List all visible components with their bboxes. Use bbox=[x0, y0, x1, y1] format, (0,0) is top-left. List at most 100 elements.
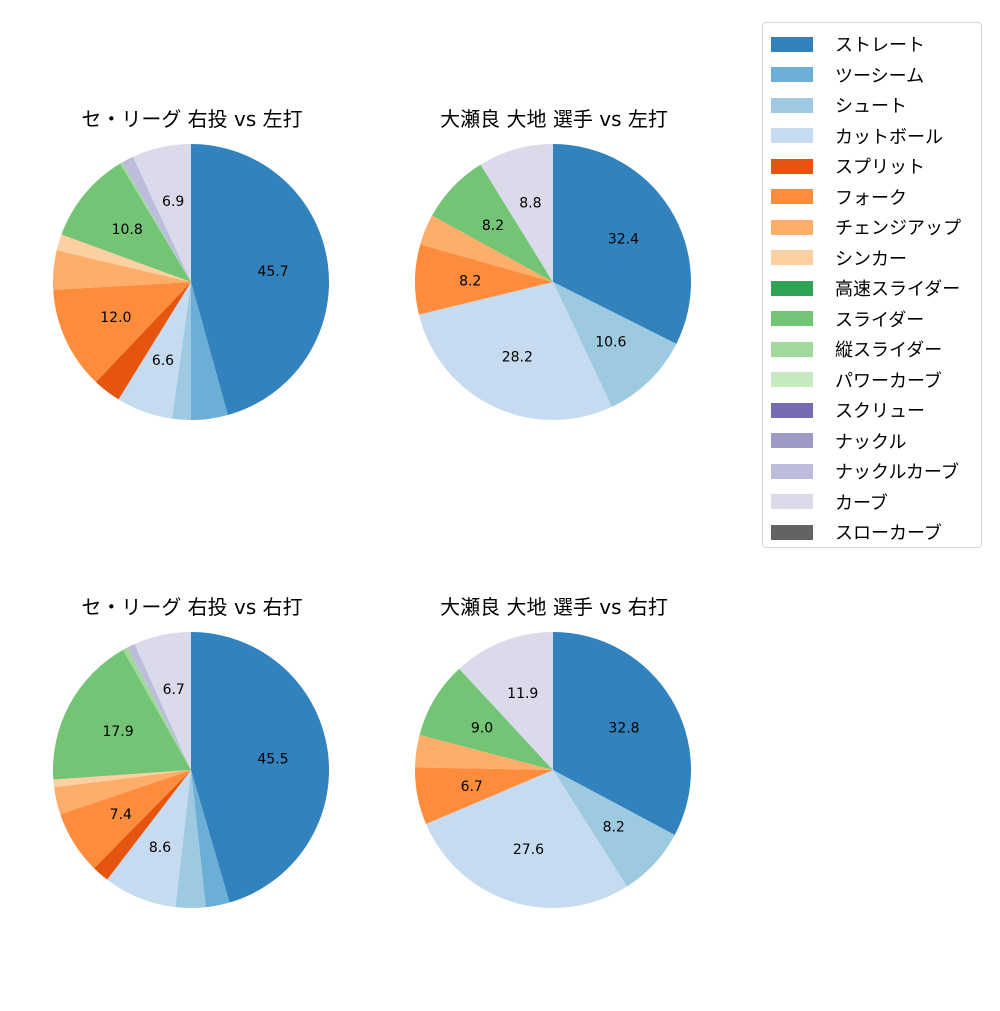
legend-item-slow-curve: スローカーブ bbox=[771, 520, 942, 544]
pie-chart: 32.4 10.6 28.2 8.2 8.2 8.8 bbox=[415, 144, 691, 420]
legend-swatch bbox=[771, 189, 813, 204]
legend-swatch bbox=[771, 158, 813, 174]
pie-slice bbox=[191, 632, 330, 903]
slice-value-label: 9.0 bbox=[471, 720, 493, 736]
pie-slice bbox=[134, 632, 191, 770]
pie-panel-league-vs-left: セ・リーグ 右投 vs 左打 45.7 6.6 12.0 10.8 6.9 bbox=[52, 103, 392, 523]
pie-slice bbox=[171, 282, 191, 420]
legend-item-changeup: チェンジアップ bbox=[771, 215, 961, 239]
legend-item-splitter: スプリット bbox=[771, 154, 925, 178]
legend-item-straight: ストレート bbox=[771, 32, 925, 56]
pie-slice bbox=[60, 770, 192, 869]
legend-swatch bbox=[771, 433, 813, 448]
panel-title: 大瀬良 大地 選手 vs 右打 bbox=[440, 595, 668, 619]
legend-swatch bbox=[771, 311, 813, 326]
pie-slice bbox=[191, 770, 230, 908]
pie-slice bbox=[191, 282, 228, 420]
pie-slice bbox=[107, 770, 191, 908]
pie-slice bbox=[53, 770, 192, 788]
slice-value-label: 8.8 bbox=[519, 195, 541, 211]
legend-swatch bbox=[771, 67, 813, 82]
pie-slice bbox=[118, 282, 191, 419]
pie-panel-player-vs-left: 大瀬良 大地 選手 vs 左打 32.4 10.6 28.2 8.2 8.2 8.8 bbox=[414, 103, 754, 523]
slice-value-label: 32.4 bbox=[608, 232, 639, 248]
legend-item-slider: スライダー bbox=[771, 307, 924, 331]
pie-slice bbox=[120, 162, 191, 282]
pie-slice bbox=[415, 734, 553, 770]
legend-item-knuckle-curve: ナックルカーブ bbox=[771, 459, 959, 483]
slice-value-label: 6.7 bbox=[461, 779, 483, 795]
pie-slice bbox=[415, 244, 553, 315]
legend-swatch bbox=[771, 128, 813, 143]
panel-title: セ・リーグ 右投 vs 左打 bbox=[81, 107, 303, 131]
pie-chart: 32.8 8.2 27.6 6.7 9.0 11.9 bbox=[415, 632, 691, 908]
pie-slice bbox=[56, 234, 192, 282]
pie-slice bbox=[53, 250, 191, 290]
legend-item-power-curve: パワーカーブ bbox=[771, 368, 942, 392]
pie-slice bbox=[53, 282, 192, 383]
legend-swatch bbox=[771, 372, 813, 387]
pie-slice bbox=[53, 649, 191, 780]
slice-value-label: 45.7 bbox=[257, 264, 288, 280]
pie-slice bbox=[432, 164, 553, 282]
pie-slice bbox=[553, 632, 691, 835]
pie-slice bbox=[123, 647, 191, 770]
pie-chart: 45.7 6.6 12.0 10.8 6.9 bbox=[53, 144, 329, 420]
pie-slice bbox=[54, 770, 192, 815]
legend-swatch bbox=[771, 463, 813, 479]
legend: ストレート ツーシーム シュート カットボール スプリット フォーク チェンジア… bbox=[762, 22, 982, 548]
pie-slice bbox=[127, 644, 191, 770]
pie-slice bbox=[553, 770, 675, 887]
slice-value-label: 8.2 bbox=[482, 218, 504, 234]
pie-slice bbox=[95, 282, 191, 400]
legend-item-fast-slider: 高速スライダー bbox=[771, 276, 960, 300]
slice-value-label: 45.5 bbox=[257, 751, 288, 767]
legend-item-vertical-slider: 縦スライダー bbox=[771, 337, 942, 361]
pie-slice bbox=[418, 282, 612, 420]
legend-swatch bbox=[771, 494, 813, 509]
legend-swatch bbox=[771, 250, 813, 265]
legend-item-two-seam: ツーシーム bbox=[771, 63, 924, 87]
slice-value-label: 8.2 bbox=[603, 819, 625, 835]
legend-item-curve: カーブ bbox=[771, 490, 888, 514]
pie-slice bbox=[415, 767, 553, 825]
pie-slice bbox=[122, 156, 191, 282]
pie-slice bbox=[553, 282, 677, 407]
panel-title: 大瀬良 大地 選手 vs 左打 bbox=[440, 107, 668, 131]
slice-value-label: 17.9 bbox=[102, 724, 133, 740]
pie-slice bbox=[61, 163, 191, 282]
legend-item-shoot: シュート bbox=[771, 93, 907, 117]
pie-slice bbox=[94, 770, 191, 880]
pie-slice bbox=[133, 144, 191, 282]
panel-title: セ・リーグ 右投 vs 右打 bbox=[81, 595, 303, 619]
legend-swatch bbox=[771, 402, 813, 418]
slice-value-label: 8.6 bbox=[149, 840, 171, 856]
slice-value-label: 6.6 bbox=[152, 353, 174, 369]
slice-value-label: 8.2 bbox=[459, 273, 481, 289]
slice-value-label: 32.8 bbox=[608, 720, 639, 736]
slice-value-label: 10.8 bbox=[112, 222, 143, 238]
legend-item-sinker: シンカー bbox=[771, 246, 907, 270]
pie-slice bbox=[459, 632, 553, 770]
legend-item-cutter: カットボール bbox=[771, 124, 943, 148]
slice-value-label: 10.6 bbox=[595, 334, 626, 350]
legend-item-fork: フォーク bbox=[771, 185, 907, 209]
slice-value-label: 27.6 bbox=[513, 842, 544, 858]
pie-slice bbox=[419, 668, 553, 770]
pie-panel-player-vs-right: 大瀬良 大地 選手 vs 右打 32.8 8.2 27.6 6.7 9.0 11.9 bbox=[414, 591, 754, 1011]
legend-swatch bbox=[771, 280, 813, 296]
slice-value-label: 6.7 bbox=[163, 682, 185, 698]
legend-swatch bbox=[771, 341, 813, 357]
pie-panel-league-vs-right: セ・リーグ 右投 vs 右打 45.5 8.6 7.4 17.9 6.7 bbox=[52, 591, 392, 1011]
legend-swatch bbox=[771, 97, 813, 113]
pie-slice bbox=[480, 144, 553, 282]
slice-value-label: 6.9 bbox=[162, 194, 184, 210]
pie-slice bbox=[191, 144, 329, 415]
slice-value-label: 28.2 bbox=[502, 350, 533, 366]
pie-slice bbox=[426, 770, 627, 908]
pie-chart: 45.5 8.6 7.4 17.9 6.7 bbox=[53, 632, 330, 908]
legend-swatch bbox=[771, 219, 813, 235]
legend-swatch bbox=[771, 524, 813, 540]
slice-value-label: 7.4 bbox=[110, 807, 132, 823]
slice-value-label: 12.0 bbox=[100, 310, 131, 326]
